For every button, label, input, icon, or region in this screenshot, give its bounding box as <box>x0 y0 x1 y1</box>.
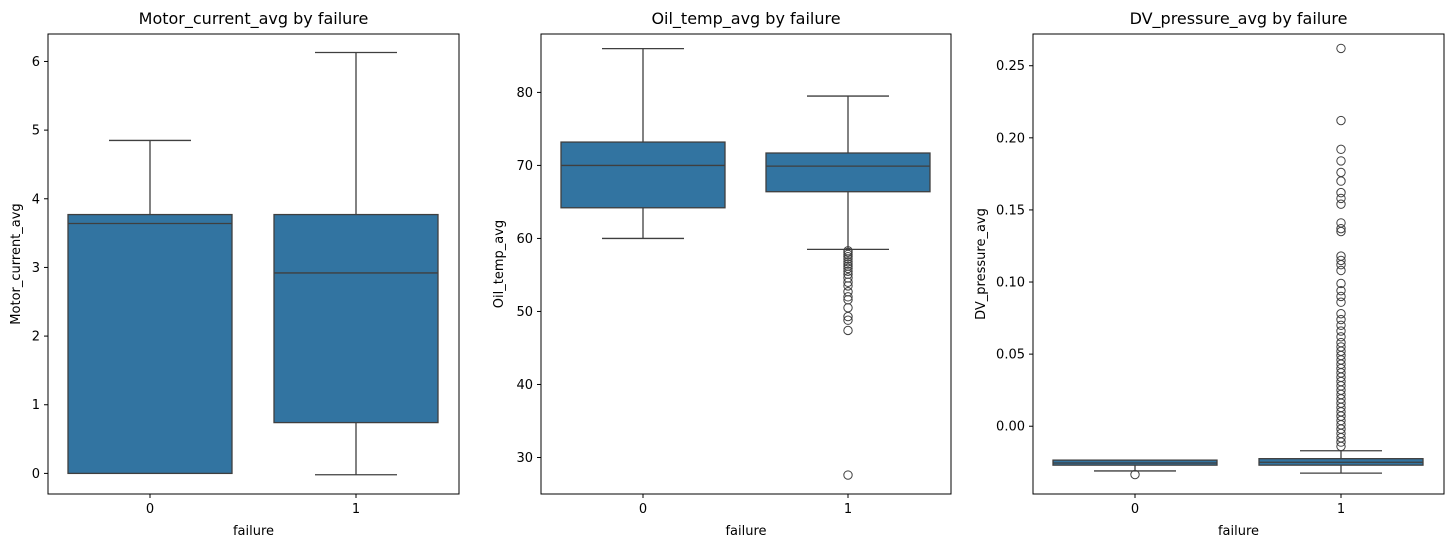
outlier-point <box>843 251 853 262</box>
box-iqr <box>273 213 439 424</box>
box-iqr <box>67 213 233 475</box>
y-tick-label: 50 <box>516 305 533 320</box>
outlier-point <box>1336 199 1346 209</box>
outlier-point <box>1336 326 1346 336</box>
y-axis-label: Oil_temp_avg <box>492 220 507 308</box>
box-iqr <box>765 152 931 193</box>
y-tick-label: 0.10 <box>996 276 1025 291</box>
y-tick-label: 4 <box>32 192 40 207</box>
box-0 <box>560 47 726 240</box>
outlier-point <box>1336 176 1346 186</box>
outlier-point <box>843 292 853 302</box>
chart-panel-2: 30 40 50 60 70 80 0 1 Oil_temp_avg by failure fai… <box>492 9 952 539</box>
x-axis-label: failure <box>1218 524 1259 539</box>
outlier-point <box>1336 43 1346 54</box>
box-iqr <box>560 141 726 209</box>
outlier-point <box>1336 332 1346 342</box>
box-0 <box>1052 459 1218 480</box>
chart-panel-3: 0.00 0.05 0.10 0.15 0.20 0.25 0 1 DV_pressure_av… <box>974 9 1445 539</box>
outlier-point <box>1130 469 1140 480</box>
y-tick-label: 5 <box>32 124 40 139</box>
outlier-point <box>843 281 853 291</box>
outlier-point <box>1336 226 1346 237</box>
outlier-point <box>1336 187 1346 198</box>
outlier-point <box>1336 437 1346 447</box>
y-tick-label: 6 <box>32 55 40 70</box>
outlier-point <box>1336 285 1346 296</box>
y-tick-label: 40 <box>516 378 533 393</box>
chart-title: Oil_temp_avg by failure <box>651 9 840 29</box>
axes-frame <box>1032 33 1445 495</box>
outlier-point <box>1336 278 1346 289</box>
y-tick-label: 3 <box>32 261 40 276</box>
outlier-point <box>843 277 853 287</box>
outlier-point <box>1336 314 1346 325</box>
outlier-point <box>843 303 853 313</box>
outlier-point <box>843 254 853 264</box>
box-1 <box>273 51 439 476</box>
y-tick-label: 80 <box>516 86 533 101</box>
axes-frame <box>540 33 952 495</box>
y-tick-label: 0.15 <box>996 203 1025 218</box>
box-1 <box>1258 43 1424 474</box>
y-tick-label: 0.05 <box>996 348 1025 363</box>
outlier-point <box>1336 255 1346 266</box>
outlier-point <box>1336 115 1346 126</box>
y-tick-label: 0.00 <box>996 420 1025 435</box>
outlier-point <box>1336 320 1346 330</box>
outlier-point <box>843 287 853 297</box>
y-tick-label: 60 <box>516 232 533 247</box>
y-axis-label: DV_pressure_avg <box>974 208 989 320</box>
outlier-point <box>843 315 853 325</box>
outlier-point <box>1336 309 1346 319</box>
outlier-point <box>843 259 853 269</box>
outlier-point <box>843 247 853 258</box>
y-tick-label: 0 <box>32 467 40 482</box>
chart-title: Motor_current_avg by failure <box>139 9 369 29</box>
chart-panel-1: 0 1 2 3 4 5 6 0 1 Motor_current_avg by failure fai… <box>9 9 460 539</box>
outlier-point <box>843 266 853 277</box>
x-axis-label: failure <box>233 524 274 539</box>
x-tick-label: 1 <box>352 502 360 517</box>
outlier-point <box>1336 260 1346 270</box>
outlier-point <box>1336 156 1346 166</box>
axes-frame <box>47 33 460 495</box>
outlier-point <box>1336 223 1346 234</box>
y-tick-label: 0.25 <box>996 59 1025 74</box>
box-0 <box>67 139 233 475</box>
x-tick-label: 0 <box>639 502 647 517</box>
x-tick-label: 0 <box>146 502 154 517</box>
box-1 <box>765 95 931 480</box>
x-tick-label: 0 <box>1131 502 1139 517</box>
outlier-point <box>1336 441 1346 452</box>
outlier-point <box>1336 297 1346 307</box>
y-tick-label: 70 <box>516 159 533 174</box>
outlier-point <box>843 311 853 322</box>
chart-title: DV_pressure_avg by failure <box>1130 9 1348 29</box>
outlier-point <box>843 470 853 480</box>
outlier-point <box>1336 144 1346 155</box>
outlier-point <box>843 249 853 260</box>
outlier-point <box>1336 265 1346 276</box>
outlier-point <box>1336 291 1346 302</box>
y-tick-label: 30 <box>516 451 533 466</box>
y-axis-label: Motor_current_avg <box>9 203 24 324</box>
y-tick-label: 0.20 <box>996 131 1025 146</box>
outlier-point <box>843 257 853 267</box>
x-axis-label: failure <box>725 524 766 539</box>
x-tick-label: 1 <box>844 502 852 517</box>
outlier-point <box>843 325 853 336</box>
outlier-point <box>843 263 853 274</box>
y-tick-label: 2 <box>32 330 40 345</box>
outlier-point <box>1336 193 1346 204</box>
outlier-point <box>1336 167 1346 178</box>
y-tick-label: 1 <box>32 398 40 413</box>
x-tick-label: 1 <box>1337 502 1345 517</box>
